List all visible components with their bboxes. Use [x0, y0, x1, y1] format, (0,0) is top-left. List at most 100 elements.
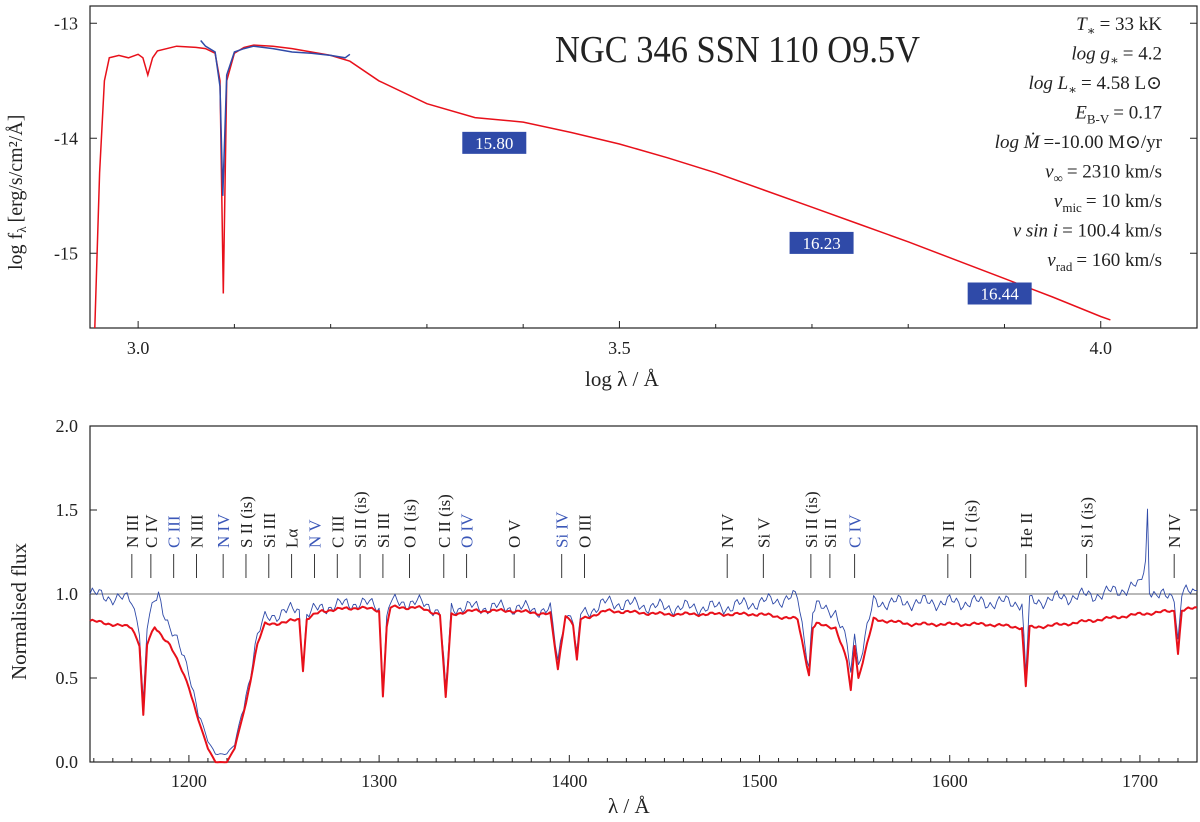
line-id-label: N III [188, 514, 207, 548]
spectrum-xtick-label: 1400 [551, 771, 587, 791]
parameter-symbol: log g [1071, 44, 1110, 65]
line-id-label: C III [165, 515, 184, 548]
sed-ticks: 3.0 3.5 4.0 -13 -14 -15 [54, 13, 1197, 358]
parameter-symbol: log L [1029, 73, 1069, 94]
parameter-subscript: mic [1062, 200, 1082, 215]
spectrum-ytick-label: 0.0 [56, 752, 79, 772]
magnitude-badge-label: 16.23 [802, 234, 840, 253]
spectrum-ytick-label: 1.5 [56, 500, 79, 520]
parameter-line: EB-V = 0.17 [1074, 103, 1162, 127]
magnitude-badge-label: 15.80 [475, 134, 513, 153]
sed-ylabel-unit: [erg/s/cm²/Å] [5, 115, 27, 223]
line-id-label: S II (is) [237, 496, 256, 548]
magnitude-badge-label: 16.44 [981, 285, 1020, 304]
sed-ytick-label: -14 [54, 128, 78, 148]
magnitude-badge [462, 131, 527, 154]
parameter-symbol: v [1047, 250, 1056, 271]
line-id-label: Si IV [553, 511, 572, 548]
parameter-value: = 100.4 km/s [1062, 221, 1162, 242]
line-id-label: Si II (is) [351, 491, 370, 548]
line-id-label: Si II [821, 518, 840, 548]
line-id-label: C II (is) [435, 494, 454, 548]
line-id-label: O IV [458, 513, 477, 548]
line-id-label: N IV [1165, 513, 1184, 548]
line-id-label: N III [123, 514, 142, 548]
line-id-label: O III [576, 514, 595, 548]
parameter-subscript: B-V [1087, 112, 1110, 127]
sed-series-model [94, 44, 1111, 329]
parameter-line: v sin i = 100.4 km/s [1013, 221, 1162, 242]
sed-ylabel: log fλ [erg/s/cm²/Å] [5, 115, 29, 270]
spectrum-series-observed [89, 508, 1198, 756]
sed-title: NGC 346 SSN 110 O9.5V [555, 29, 920, 71]
parameter-symbol: v [1054, 191, 1063, 212]
line-id-label: He II [1017, 512, 1036, 548]
sed-xlabel: log λ / Å [585, 367, 660, 391]
line-id-label: O V [505, 519, 524, 548]
parameter-line: log Ṁ =-10.00 M⊙/yr [995, 132, 1163, 153]
line-id-label: N IV [214, 513, 233, 548]
spectrum-ytick-label: 1.0 [56, 584, 79, 604]
spectrum-xtick-label: 1500 [742, 771, 778, 791]
sed-series-observed [200, 40, 351, 196]
parameter-value: = 160 km/s [1076, 250, 1162, 271]
sed-ylabel-sub: λ [14, 226, 29, 233]
spectrum-xtick-label: 1600 [932, 771, 968, 791]
parameter-value: = 33 kK [1100, 14, 1163, 35]
line-id-label: Lα [283, 529, 302, 548]
parameter-line: log L∗ = 4.58 L⊙ [1029, 73, 1162, 97]
parameter-line: vrad = 160 km/s [1047, 250, 1162, 274]
spectrum-series-model [89, 604, 1198, 764]
spectrum-xtick-label: 1700 [1122, 771, 1158, 791]
line-id-label: O I (is) [401, 499, 420, 548]
parameter-symbol: E [1074, 103, 1087, 124]
line-id-label: N IV [718, 513, 737, 548]
line-id-label: Si II (is) [802, 491, 821, 548]
line-identifications: N III C IV C III N III N IV S II (is) Si III Lα… [123, 491, 1184, 578]
line-id-label: Si I (is) [1078, 497, 1097, 548]
parameter-line: log g∗ = 4.2 [1071, 44, 1162, 68]
line-id-label: Si III [260, 512, 279, 548]
spectrum-xlabel: λ / Å [608, 794, 651, 818]
sed-plot-frame [89, 5, 1198, 329]
parameter-symbol: log Ṁ [995, 132, 1041, 153]
parameter-line: v∞ = 2310 km/s [1045, 162, 1162, 186]
spectrum-ylabel: Normalised flux [7, 542, 31, 680]
parameter-symbol: v sin i [1013, 221, 1058, 242]
sed-xtick-label: 3.0 [127, 338, 150, 358]
spectrum-ytick-label: 0.5 [56, 668, 79, 688]
spectrum-xtick-label: 1200 [171, 771, 207, 791]
line-id-label: C IV [846, 514, 865, 548]
parameter-value: =-10.00 M⊙/yr [1044, 132, 1163, 153]
parameter-line: vmic = 10 km/s [1054, 191, 1162, 215]
parameter-value: = 2310 km/s [1067, 162, 1162, 183]
spectrum-ytick-label: 2.0 [56, 416, 79, 436]
sed-xtick-label: 4.0 [1089, 338, 1112, 358]
sed-ylabel-main: log f [5, 232, 27, 270]
parameter-value: = 10 km/s [1086, 191, 1162, 212]
parameter-subscript: ∗ [1068, 82, 1077, 97]
parameter-symbol: T [1076, 14, 1088, 35]
sed-ytick-label: -13 [54, 13, 78, 33]
sed-badges: 15.80 16.23 16.44 [462, 131, 1032, 305]
parameter-line: T∗ = 33 kK [1076, 14, 1162, 38]
parameter-value: = 0.17 [1113, 103, 1162, 124]
line-id-label: C III [328, 515, 347, 548]
line-id-label: N II [939, 520, 958, 548]
parameter-value: = 4.58 L⊙ [1081, 73, 1162, 94]
parameter-value: = 4.2 [1123, 44, 1162, 65]
line-id-label: Si V [754, 517, 773, 548]
parameter-symbol: v [1045, 162, 1054, 183]
magnitude-badge [967, 282, 1032, 305]
spectrum-ticks: 1200 1300 1400 1500 1600 1700 0.0 0.5 1.0 1.5 2.0 [56, 416, 1198, 791]
line-id-label: C I (is) [962, 500, 981, 548]
spectrum-series [89, 508, 1198, 764]
parameter-subscript: ∗ [1087, 23, 1096, 38]
line-id-label: Si III [374, 512, 393, 548]
parameter-subscript: ∗ [1110, 53, 1119, 68]
line-id-label: C IV [142, 514, 161, 548]
sed-ytick-label: -15 [54, 243, 78, 263]
